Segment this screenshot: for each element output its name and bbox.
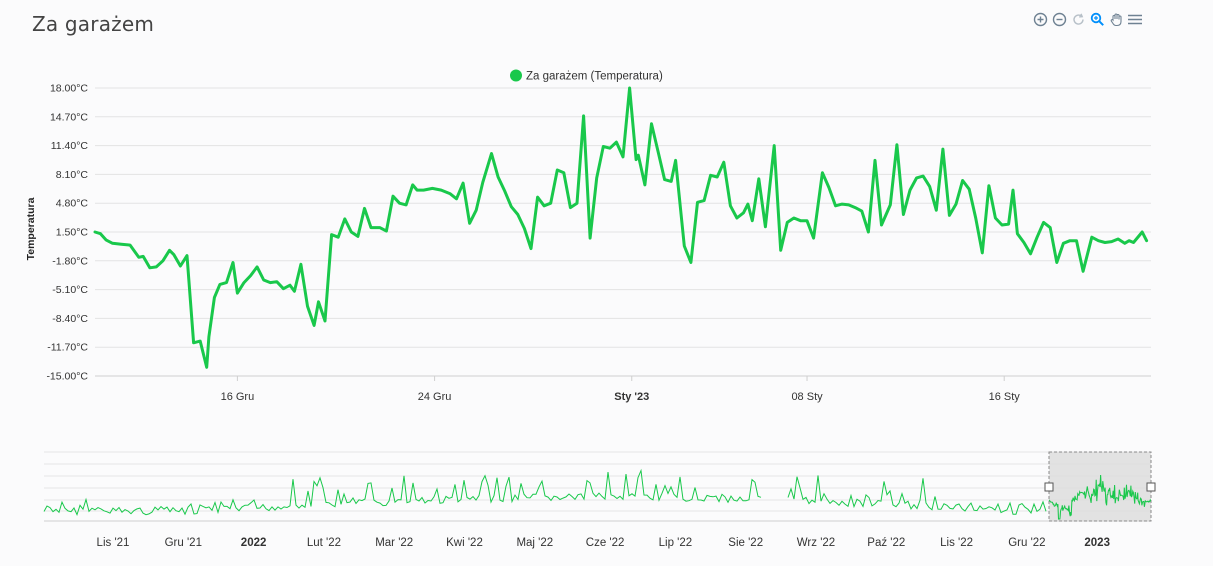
- nav-tick-label: Gru '21: [165, 537, 202, 549]
- nav-selected-series-top: [1048, 474, 1152, 520]
- nav-tick-label: 2022: [241, 537, 267, 549]
- menu-icon[interactable]: [1126, 10, 1144, 28]
- x-tick-label: Sty '23: [614, 391, 649, 403]
- chart-toolbar: [1031, 10, 1144, 30]
- x-tick-label: 24 Gru: [418, 391, 452, 403]
- y-tick-label: -11.70°C: [47, 342, 88, 354]
- series-group: [93, 86, 1149, 369]
- nav-handle-left[interactable]: [1044, 482, 1054, 492]
- magnifier-icon[interactable]: [1088, 10, 1106, 28]
- nav-tick-label: Maj '22: [516, 537, 553, 549]
- x-tick-label: 16 Gru: [221, 391, 255, 403]
- nav-tick-label: Sie '22: [728, 537, 763, 549]
- y-tick-label: 11.40°C: [51, 140, 89, 152]
- y-tick-label: 14.70°C: [50, 111, 88, 123]
- x-axis: 16 Gru 24 Gru Sty '23 08 Sty 16 Sty: [221, 376, 1021, 403]
- zoom-in-icon[interactable]: [1031, 10, 1049, 28]
- nav-tick-label: Wrz '22: [797, 537, 835, 549]
- y-tick-label: 4.80°C: [56, 198, 89, 210]
- series-line: [93, 86, 1149, 369]
- y-tick-label: -15.00°C: [46, 371, 88, 383]
- nav-tick-label: Lis '21: [97, 537, 130, 549]
- x-tick-label: 08 Sty: [791, 391, 823, 403]
- nav-series-line: [43, 468, 762, 516]
- nav-tick-label: Cze '22: [586, 537, 625, 549]
- nav-tick-label: Kwi '22: [446, 537, 483, 549]
- y-tick-label: 8.10°C: [56, 169, 89, 181]
- y-tick-label: -5.10°C: [52, 284, 88, 296]
- legend[interactable]: Za garażem (Temperatura): [510, 69, 663, 83]
- y-tick-label: 18.00°C: [50, 83, 88, 95]
- nav-handle-right[interactable]: [1146, 482, 1156, 492]
- y-tick-label: -8.40°C: [52, 313, 88, 325]
- nav-tick-label: Lip '22: [659, 537, 693, 549]
- nav-tick-label: 2023: [1084, 537, 1110, 549]
- reset-icon[interactable]: [1069, 10, 1087, 28]
- nav-tick-label: Paź '22: [867, 537, 905, 549]
- legend-label: Za garażem (Temperatura): [526, 71, 663, 83]
- nav-tick-label: Mar '22: [375, 537, 413, 549]
- hand-pan-icon[interactable]: [1107, 10, 1125, 28]
- grid: [95, 87, 1151, 377]
- x-tick-label: 16 Sty: [989, 391, 1021, 403]
- y-axis: 18.00°C 14.70°C 11.40°C 8.10°C 4.80°C 1.50°C -…: [46, 83, 88, 383]
- zoom-out-icon[interactable]: [1050, 10, 1068, 28]
- chart-title: Za garażem: [32, 12, 155, 36]
- nav-tick-label: Lis '22: [940, 537, 973, 549]
- y-axis-title: Temperatura: [25, 197, 37, 260]
- y-tick-label: 1.50°C: [56, 227, 89, 239]
- range-navigator[interactable]: Lis '21 Gru '21 2022 Lut '22 Mar '22 Kwi '22 M…: [43, 451, 1156, 549]
- nav-series-line: [787, 475, 1047, 515]
- nav-tick-label: Lut '22: [307, 537, 341, 549]
- legend-marker: [510, 69, 522, 82]
- y-tick-label: -1.80°C: [52, 255, 88, 267]
- nav-tick-label: Gru '22: [1008, 537, 1045, 549]
